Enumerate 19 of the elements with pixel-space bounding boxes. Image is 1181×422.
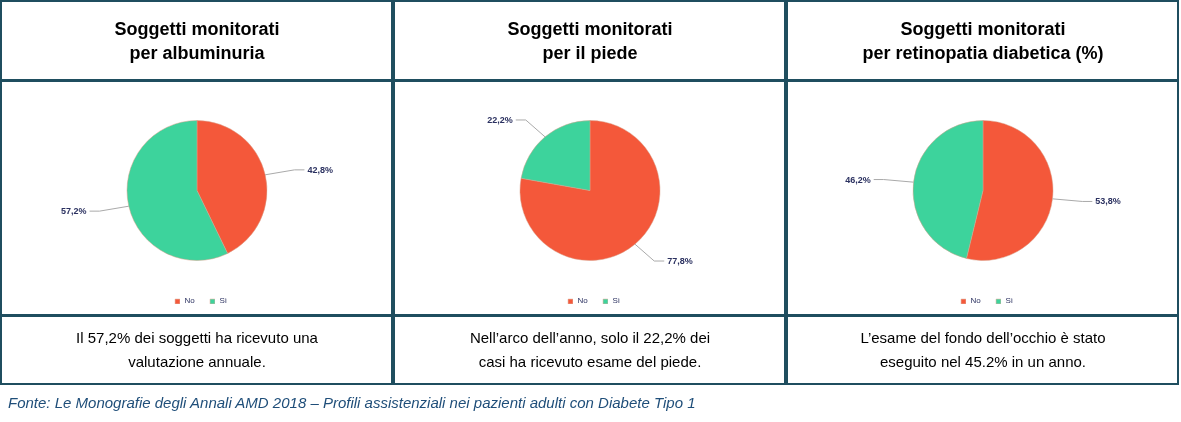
text: Nell’arco dell’anno, solo il 22,2% dei casi ha ricevuto esame del piede.	[469, 329, 711, 370]
legend-label: No	[184, 296, 196, 305]
legend-label: Sì	[612, 296, 622, 305]
data-label: 22,2%	[487, 114, 513, 125]
legend-label: Sì	[1005, 296, 1015, 305]
data-label: 77,8%	[667, 256, 693, 267]
data-label: 53,8%	[1095, 196, 1121, 207]
chart-title: Soggetti monitorati per il piede	[507, 18, 673, 63]
chart-title: Soggetti monitorati per albuminuria	[114, 18, 280, 63]
chart-title: Soggetti monitorati per retinopatia diabetica (%)	[862, 18, 1104, 63]
text: L’esame del fondo dell’occhio è stato eseguito nel 45.2% in un anno.	[860, 329, 1106, 370]
source-note: Fonte: Le Monografie degli Annali AMD 2018 – Profili assistenziali nei pazienti adulti con Diabete Tipo 1	[8, 393, 696, 413]
data-label: 42,8%	[307, 164, 333, 175]
data-label: 46,2%	[845, 174, 871, 185]
legend-label: No	[970, 296, 982, 305]
data-label: 57,2%	[61, 206, 87, 217]
text: Il 57,2% dei soggetti ha ricevuto una valutazione annuale.	[76, 329, 319, 370]
legend-label: No	[577, 296, 589, 305]
legend-label: Sì	[219, 296, 229, 305]
